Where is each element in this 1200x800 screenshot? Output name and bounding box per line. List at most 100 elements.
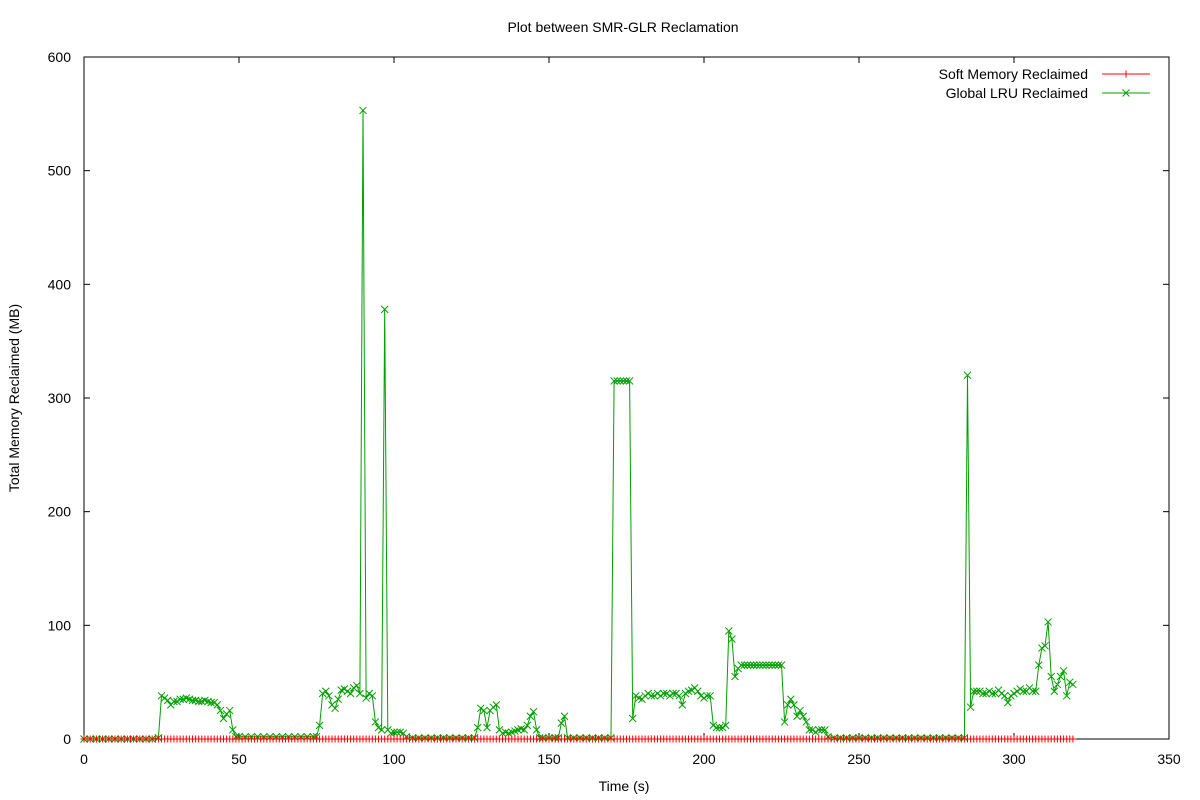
global-lru-point [1019,687,1028,696]
global-lru-point [1059,666,1068,675]
global-lru-point [647,691,656,700]
global-lru-point [746,661,755,669]
global-lru-point [532,726,541,734]
y-tick-label: 100 [48,617,72,633]
global-lru-point [1050,687,1059,696]
global-lru-point [207,698,215,707]
legend-label-soft-memory: Soft Memory Reclaimed [939,66,1088,82]
global-lru-point [966,703,975,712]
global-lru-point [821,726,829,734]
x-axis: 0 50 100 150 200 250 300 350 [80,57,1181,767]
global-lru-point [790,701,798,709]
global-lru-point [1041,641,1049,650]
global-lru-point [1056,672,1065,681]
x-tick-label: 200 [692,751,716,767]
global-lru-point [393,728,401,737]
global-lru-point [526,712,535,721]
global-lru-point [712,723,721,732]
global-lru-point [1069,680,1077,689]
global-lru-point [359,106,367,115]
x-tick-label: 300 [1002,751,1026,767]
global-lru-point [669,689,677,698]
global-lru-point [1034,661,1043,669]
y-tick-label: 200 [48,504,72,520]
global-lru-point [728,635,736,643]
global-lru-point [777,661,786,669]
global-lru-point [371,718,380,726]
global-lru-point [616,377,625,385]
global-lru-point [675,691,684,700]
global-lru-point [362,694,370,702]
legend-label-global-lru: Global LRU Reclaimed [946,85,1088,101]
y-tick-label: 400 [48,276,72,292]
global-lru-point [799,712,808,721]
global-lru-point [759,661,767,669]
global-lru-point [356,689,364,698]
global-lru-point [176,695,184,704]
global-lru-point [802,718,811,726]
global-lru-point [988,689,997,698]
x-tick-label: 150 [537,751,561,767]
global-lru-point [969,687,978,696]
global-lru-point [796,706,804,715]
x-tick-label: 350 [1157,751,1181,767]
soft-memory-point [1069,735,1077,743]
global-lru-point [377,726,386,734]
x-tick-label: 100 [382,751,406,767]
global-lru-point [194,697,203,706]
global-lru-point [331,704,339,713]
y-tick-label: 300 [48,390,72,406]
legend: Soft Memory Reclaimed Global LRU Reclaim… [939,66,1150,101]
global-lru-point [793,712,801,721]
global-lru-point [765,661,773,669]
global-lru-point [678,701,687,709]
global-lru-point [483,723,491,732]
global-lru-point [557,719,566,727]
global-lru-point [352,681,361,690]
global-lru-point [1044,618,1052,626]
global-lru-point [321,687,330,696]
global-lru-point [721,721,730,730]
global-lru-point [786,695,795,704]
global-lru-point [170,697,178,706]
global-lru-point [979,689,987,698]
global-lru-point [768,661,777,669]
global-lru-point [749,661,758,669]
global-lru-point [817,726,826,734]
chart-title: Plot between SMR-GLR Reclamation [507,19,738,35]
global-lru-point [346,689,355,698]
y-tick-label: 600 [48,49,72,65]
global-lru-point [1031,687,1040,696]
global-lru-point [325,691,333,700]
global-lru-point [492,701,501,709]
global-lru-point [805,726,814,734]
x-tick-label: 250 [847,751,871,767]
global-lru-point [380,305,389,314]
global-lru-point [473,723,482,732]
global-lru-point [1047,672,1056,681]
global-lru-point [724,627,733,635]
global-lru-point [219,714,228,723]
global-lru-point [520,726,529,734]
global-lru-point [743,661,752,669]
global-lru-point [780,718,789,726]
y-tick-label: 500 [48,163,72,179]
global-lru-point [693,687,702,696]
global-lru-point [213,701,222,709]
global-lru-point [752,661,761,669]
global-lru-point [390,728,398,737]
series-soft-memory [80,735,1077,743]
global-lru-line [84,110,1074,740]
global-lru-point [659,689,668,698]
global-lru-point [225,706,234,715]
x-axis-label: Time (s) [599,778,650,794]
global-lru-point [334,695,343,704]
global-lru-point [163,696,172,705]
global-lru-point [1062,691,1071,700]
global-lru-point [610,377,618,385]
global-lru-point [529,707,538,716]
global-lru-point [1053,680,1062,689]
y-axis-label: Total Memory Reclaimed (MB) [6,304,22,492]
global-lru-point [771,661,780,669]
